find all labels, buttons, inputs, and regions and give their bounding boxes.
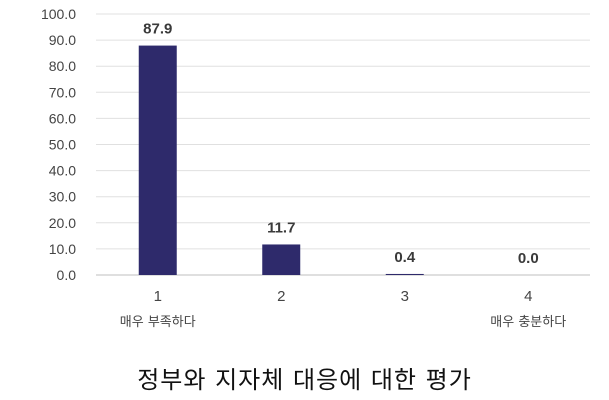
x-category-sublabel: 매우 부족하다 bbox=[120, 315, 196, 330]
x-category-label: 3 bbox=[401, 288, 409, 305]
y-tick-label: 40.0 bbox=[49, 163, 76, 179]
x-category-label: 1 bbox=[154, 288, 162, 305]
bar bbox=[262, 244, 301, 275]
x-category-label: 2 bbox=[277, 288, 285, 305]
data-label: 11.7 bbox=[267, 219, 295, 236]
bars bbox=[138, 45, 424, 276]
y-tick-label: 90.0 bbox=[49, 32, 76, 48]
data-label: 0.4 bbox=[394, 249, 416, 266]
y-tick-label: 30.0 bbox=[49, 189, 76, 205]
y-tick-label: 10.0 bbox=[49, 241, 76, 257]
bar bbox=[138, 45, 177, 276]
x-category-label: 4 bbox=[524, 288, 532, 305]
y-tick-label: 70.0 bbox=[49, 84, 76, 100]
y-tick-label: 60.0 bbox=[49, 110, 76, 126]
x-category-sublabel: 매우 충분하다 bbox=[490, 315, 566, 330]
bar bbox=[385, 273, 424, 275]
y-tick-label: 20.0 bbox=[49, 215, 76, 231]
figure-caption: 정부와 지자체 대응에 대한 평가 bbox=[137, 366, 472, 394]
y-tick-label: 50.0 bbox=[49, 137, 76, 153]
x-axis-categories: 1 매우 부족하다 2 3 4 매우 충분하다 bbox=[120, 288, 566, 330]
data-label: 87.9 bbox=[143, 21, 172, 38]
data-labels: 87.9 11.7 0.4 0.0 bbox=[143, 21, 539, 267]
y-tick-label: 0.0 bbox=[57, 267, 77, 283]
gridlines bbox=[96, 13, 590, 276]
y-tick-label: 100.0 bbox=[41, 6, 76, 22]
data-label: 0.0 bbox=[518, 250, 539, 267]
y-axis-ticks: 0.0 10.0 20.0 30.0 40.0 50.0 60.0 70.0 80.0 90.0 1… bbox=[41, 6, 76, 283]
y-tick-label: 80.0 bbox=[49, 58, 76, 74]
